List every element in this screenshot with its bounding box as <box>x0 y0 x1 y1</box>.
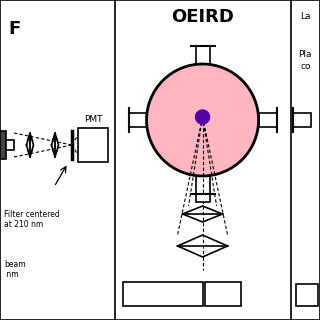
Text: OEIRD: OEIRD <box>171 8 234 26</box>
Text: ICCD: ICCD <box>212 290 234 299</box>
Bar <box>6 140 14 150</box>
Text: F: F <box>8 20 20 38</box>
Bar <box>196 46 210 64</box>
Bar <box>259 113 276 127</box>
Bar <box>78 128 108 162</box>
Text: Spectro: Spectro <box>145 290 180 299</box>
Circle shape <box>196 110 210 124</box>
Text: Filter centered
at 210 nm: Filter centered at 210 nm <box>4 210 60 229</box>
Bar <box>196 176 210 194</box>
Text: La: La <box>300 12 310 21</box>
Text: PMT: PMT <box>84 115 102 124</box>
Bar <box>129 113 147 127</box>
Bar <box>196 194 210 202</box>
Bar <box>123 282 203 306</box>
Text: beam
 nm: beam nm <box>4 260 26 279</box>
Bar <box>204 282 241 306</box>
Text: S: S <box>303 290 310 300</box>
Bar <box>292 113 310 127</box>
Bar <box>0 131 6 159</box>
Bar <box>296 284 317 306</box>
Text: Pla
co: Pla co <box>299 50 312 71</box>
Circle shape <box>147 64 259 176</box>
